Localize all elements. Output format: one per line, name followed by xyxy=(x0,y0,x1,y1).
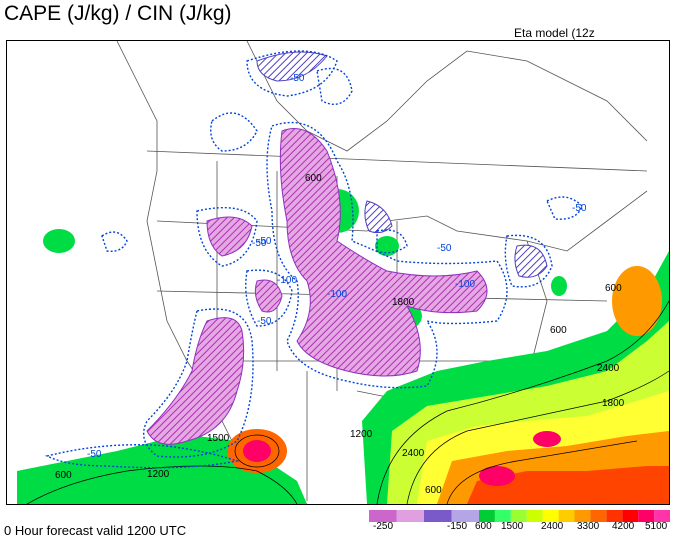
legend-cape-label: 2400 xyxy=(541,521,564,532)
cin-field xyxy=(146,51,548,445)
legend-cin-label: -150 xyxy=(447,521,468,532)
legend-cin-swatch xyxy=(451,510,479,522)
cape-labels: 600 600 600 1200 1200 2400 2400 1800 600… xyxy=(55,173,625,496)
legend-cape-swatch xyxy=(638,510,655,522)
cape-field xyxy=(17,189,669,504)
cape-label: 1500 xyxy=(207,433,230,444)
cape-label: 600 xyxy=(425,485,442,496)
cape-label: 2400 xyxy=(402,448,425,459)
cape-label: 600 xyxy=(605,283,622,294)
legend-labels: -250 -150 600 1500 2400 3300 4200 5100 xyxy=(369,521,670,535)
cin-label: -100 xyxy=(327,289,347,300)
legend-cin-swatch xyxy=(424,510,452,522)
legend-cape-swatch xyxy=(494,510,511,522)
cape-label: 1200 xyxy=(350,429,373,440)
legend-cape-swatch xyxy=(558,510,575,522)
legend-colorbar xyxy=(369,509,670,522)
legend-cape-label: 1500 xyxy=(501,521,524,532)
legend-cape-swatch xyxy=(590,510,607,522)
legend-cape-label: 4200 xyxy=(612,521,635,532)
legend-cape-swatch xyxy=(510,510,527,522)
legend-cape-swatch xyxy=(622,510,639,522)
legend-cape-label: 3300 xyxy=(577,521,600,532)
cin-label: -50 xyxy=(572,203,587,214)
weather-map: -50 -50 -50 -100 -50 -100 -50 -100 -50 -… xyxy=(6,40,670,505)
legend-cape-swatch xyxy=(574,510,591,522)
cin-label: -50 xyxy=(290,73,305,84)
map-canvas: -50 -50 -50 -100 -50 -100 -50 -100 -50 -… xyxy=(17,41,669,504)
cape-label: 1800 xyxy=(392,297,415,308)
model-label: Eta model (12z xyxy=(514,26,595,40)
cin-label: -50 xyxy=(252,238,267,249)
cin-label: -50 xyxy=(257,316,272,327)
legend-cin-label: -250 xyxy=(373,521,394,532)
legend-cape-swatch xyxy=(606,510,623,522)
legend-cin-swatch xyxy=(369,510,397,522)
cape-contours xyxy=(26,300,669,504)
legend-cape-swatch xyxy=(479,510,495,522)
cape-label: 2400 xyxy=(597,363,620,374)
cin-label: -50 xyxy=(257,236,272,247)
legend-svg xyxy=(369,510,670,522)
cin-labels: -50 -50 -50 -100 -50 -100 -50 -100 -50 -… xyxy=(87,73,587,460)
cin-contours xyxy=(44,50,583,469)
legend-cape-label: 5100 xyxy=(645,521,668,532)
legend-cape-label: 600 xyxy=(475,521,492,532)
chart-title: CAPE (J/kg) / CIN (J/kg) xyxy=(4,2,232,25)
cape-label: 1200 xyxy=(147,469,170,480)
legend-cape-swatch xyxy=(542,510,559,522)
cape-label: 600 xyxy=(55,470,72,481)
cin-label: -50 xyxy=(87,449,102,460)
cape-label: 600 xyxy=(550,325,567,336)
legend-cape-swatch xyxy=(526,510,543,522)
cape-label: 600 xyxy=(305,173,322,184)
cin-label: -50 xyxy=(437,243,452,254)
cape-label: 1800 xyxy=(602,398,625,409)
legend-cin-swatch xyxy=(396,510,424,522)
legend-cape-swatch xyxy=(654,510,670,522)
cin-label: -100 xyxy=(277,275,297,286)
cin-label: -100 xyxy=(455,279,475,290)
forecast-label: 0 Hour forecast valid 1200 UTC xyxy=(4,523,187,538)
